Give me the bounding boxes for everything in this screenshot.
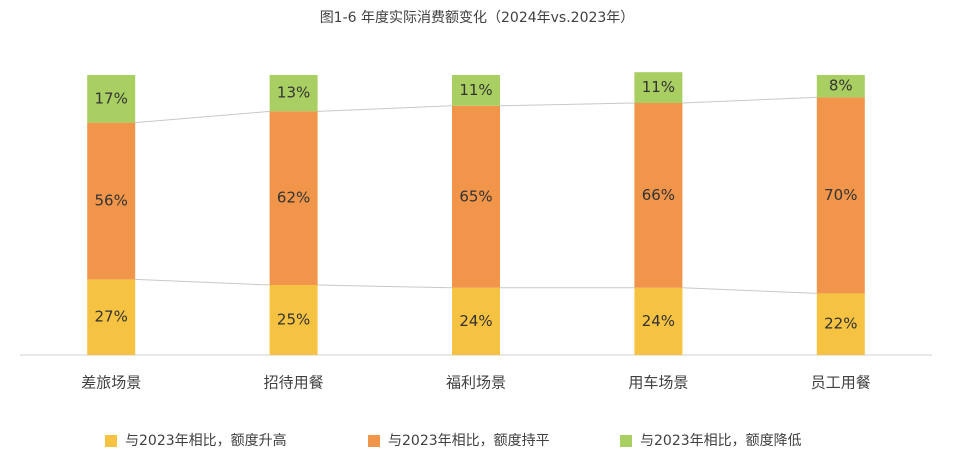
connector-line	[682, 96, 817, 104]
connector-line	[317, 284, 453, 289]
value-label: 24%	[459, 312, 492, 330]
bar-segment	[269, 111, 318, 286]
value-label: 11%	[642, 78, 675, 96]
x-tick-label: 福利场景	[446, 374, 506, 392]
bar-segment	[816, 97, 865, 294]
chart-title: 图1-6 年度实际消费额变化（2024年vs.2023年）	[320, 10, 635, 26]
x-tick-label: 员工用餐	[811, 374, 871, 392]
value-label: 8%	[829, 77, 853, 95]
bar-segment	[816, 293, 865, 355]
legend-swatch	[368, 435, 380, 447]
value-label: 17%	[95, 89, 128, 107]
value-label: 25%	[277, 311, 310, 329]
value-label: 13%	[277, 84, 310, 102]
bar-segment	[634, 287, 683, 355]
bar-segment	[816, 75, 865, 98]
value-label: 62%	[277, 189, 310, 207]
connector-line	[135, 278, 270, 286]
bar-segment	[452, 75, 500, 106]
connector-line	[682, 287, 817, 294]
bar-segment	[87, 279, 136, 355]
bar-segment	[269, 285, 318, 355]
x-tick-label: 差旅场景	[81, 374, 141, 392]
bar-segment	[634, 72, 683, 103]
value-label: 66%	[642, 186, 675, 204]
value-label: 24%	[642, 312, 675, 330]
legend-label: 与2023年相比，额度降低	[640, 433, 802, 449]
connector-line	[499, 102, 635, 107]
connector-line	[135, 110, 270, 124]
value-label: 22%	[824, 315, 857, 333]
legend-swatch	[620, 435, 632, 447]
bar-segment	[452, 287, 500, 355]
value-label: 11%	[459, 81, 492, 99]
value-label: 56%	[95, 192, 128, 210]
legend-label: 与2023年相比，额度升高	[125, 432, 287, 449]
value-label: 65%	[459, 187, 492, 205]
bar-segment	[87, 75, 136, 123]
bar-segment	[269, 75, 318, 112]
x-tick-label: 用车场景	[628, 374, 688, 392]
bar-segment	[87, 122, 136, 280]
x-tick-label: 招待用餐	[264, 374, 324, 392]
value-label: 70%	[824, 186, 857, 204]
bar-segment	[634, 103, 683, 288]
value-label: 27%	[95, 308, 128, 326]
legend-label: 与2023年相比，额度持平	[388, 433, 550, 449]
legend-swatch	[105, 435, 117, 447]
bar-segment	[452, 105, 500, 288]
connector-line	[317, 105, 453, 112]
